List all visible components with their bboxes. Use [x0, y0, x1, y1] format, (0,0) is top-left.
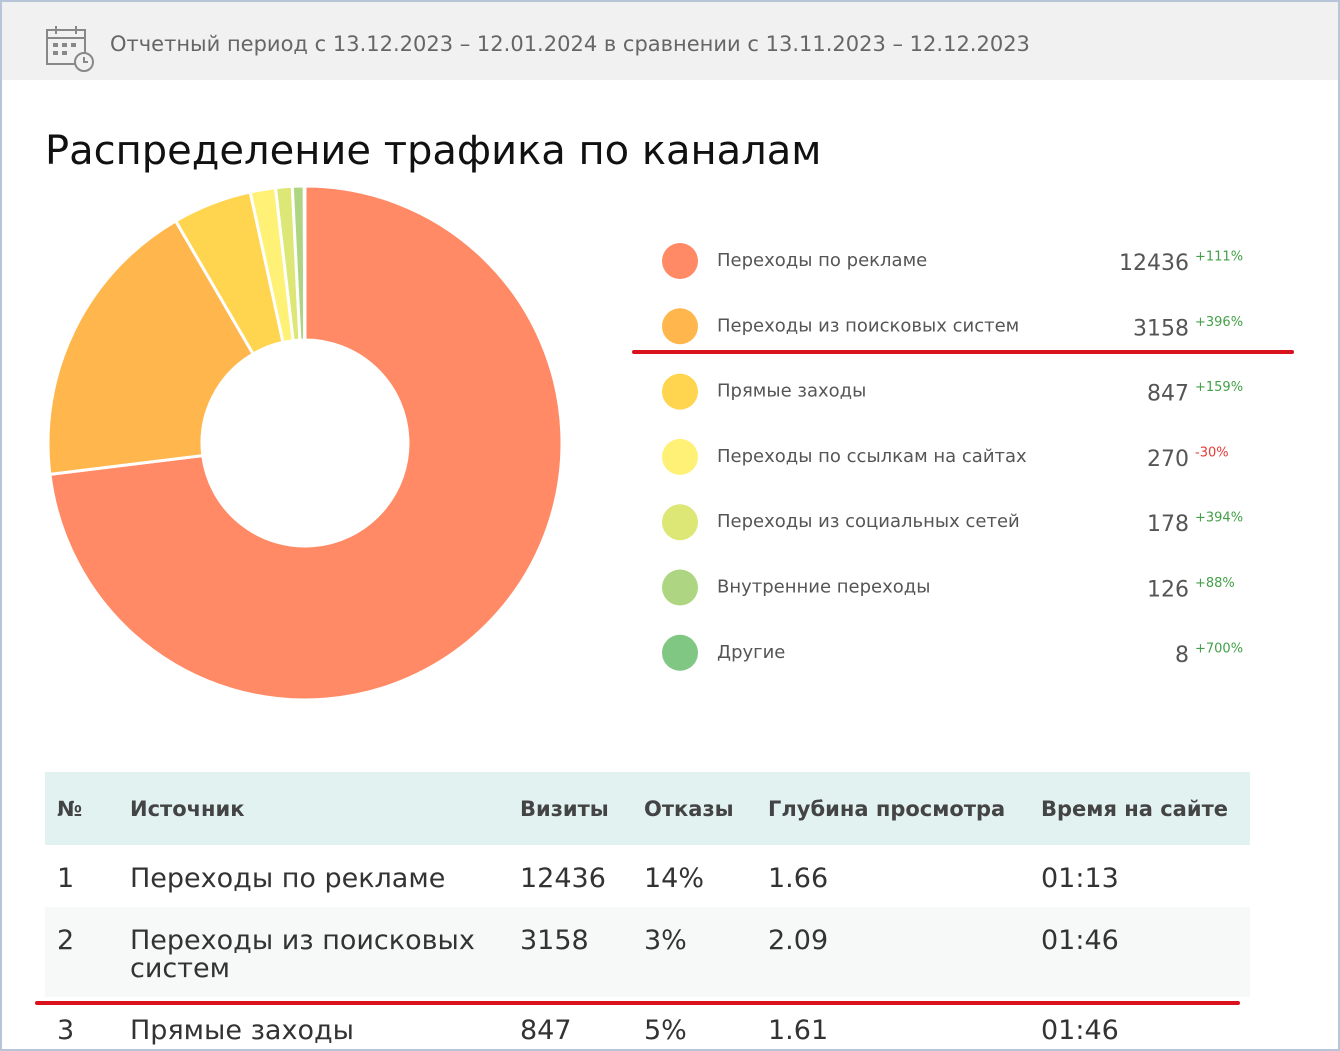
column-header: Глубина просмотра — [756, 772, 1029, 845]
legend-label: Внутренние переходы — [717, 577, 930, 598]
table-row: 3 Прямые заходы 847 5% 1.61 01:46 — [45, 997, 1250, 1051]
legend-change: +396% — [1195, 315, 1243, 330]
table-header: № Источник Визиты Отказы Глубина просмотра Вр… — [45, 772, 1250, 845]
table-cell: Прямые заходы — [130, 1015, 354, 1046]
legend-value: 270 — [1147, 447, 1189, 472]
legend-value: 12436 — [1119, 251, 1189, 276]
table-cell: Переходы из поисковых систем — [118, 907, 508, 997]
table-cell: 14% — [644, 863, 705, 894]
legend-marker — [662, 438, 698, 475]
column-header: Источник — [118, 772, 508, 845]
table-cell: Переходы по рекламе — [130, 863, 446, 894]
table-cell: 2.09 — [756, 907, 1029, 997]
legend-value: 126 — [1147, 578, 1189, 603]
table-cell: 3% — [632, 907, 756, 997]
legend-label: Переходы из социальных сетей — [717, 511, 1020, 532]
legend-marker — [662, 373, 698, 410]
legend-change: +159% — [1195, 380, 1243, 395]
legend-label: Переходы по рекламе — [717, 250, 927, 271]
donut-slice — [48, 184, 564, 702]
table-cell: 5% — [644, 1015, 687, 1046]
legend-change: +111% — [1195, 250, 1243, 265]
header-bar: Отчетный период с 13.12.2023 – 12.01.202… — [2, 2, 1338, 80]
highlight-underline — [632, 350, 1294, 354]
legend-label: Другие — [717, 642, 785, 663]
table-cell: 3158 — [508, 907, 632, 997]
table-cell: 1.61 — [768, 1015, 829, 1046]
table-cell: 01:46 — [1029, 907, 1250, 997]
table-row: 2 Переходы из поисковых систем 3158 3% 2.09 0… — [45, 907, 1250, 997]
legend-value: 178 — [1147, 512, 1189, 537]
column-header: Отказы — [632, 772, 756, 845]
table-cell: 3 — [57, 1015, 75, 1046]
chart-title: Распределение трафика по каналам — [45, 128, 822, 174]
table-cell: 01:13 — [1041, 863, 1119, 894]
legend-value: 3158 — [1133, 316, 1189, 341]
legend-marker — [662, 569, 698, 606]
column-header: Визиты — [508, 772, 632, 845]
legend-marker — [662, 308, 698, 345]
legend-label: Переходы по ссылкам на сайтах — [717, 446, 1027, 467]
table-cell: 01:46 — [1041, 1015, 1119, 1046]
column-header: Время на сайте — [1029, 772, 1250, 845]
legend-value: 8 — [1175, 643, 1189, 668]
calendar-icon — [46, 26, 94, 72]
table-cell: 847 — [520, 1015, 572, 1046]
legend-change: -30% — [1195, 445, 1229, 460]
legend-value: 847 — [1147, 382, 1189, 407]
donut-slice — [46, 218, 256, 477]
legend-marker — [662, 634, 698, 671]
report-period: Отчетный период с 13.12.2023 – 12.01.202… — [110, 32, 1030, 56]
table-cell: 2 — [45, 907, 118, 997]
legend-marker — [662, 504, 698, 541]
traffic-table: № Источник Визиты Отказы Глубина просмотра Вр… — [45, 772, 1250, 1051]
table-cell: 1 — [57, 863, 75, 894]
column-header: № — [45, 772, 118, 845]
legend-label: Прямые заходы — [717, 381, 866, 402]
donut-slice — [302, 184, 307, 342]
table-cell: 1.66 — [768, 863, 829, 894]
legend-change: +700% — [1195, 641, 1243, 656]
table-row: 1 Переходы по рекламе 12436 14% 1.66 01:13 — [45, 845, 1250, 907]
legend-change: +394% — [1195, 511, 1243, 526]
legend-marker — [662, 243, 698, 279]
chart: Переходы по рекламе 12436 +111% Переходы из… — [46, 184, 1243, 702]
legend-change: +88% — [1195, 576, 1235, 591]
legend-label: Переходы из поисковых систем — [717, 315, 1019, 336]
highlight-underline — [35, 1001, 1240, 1005]
table-cell: 12436 — [520, 863, 606, 894]
